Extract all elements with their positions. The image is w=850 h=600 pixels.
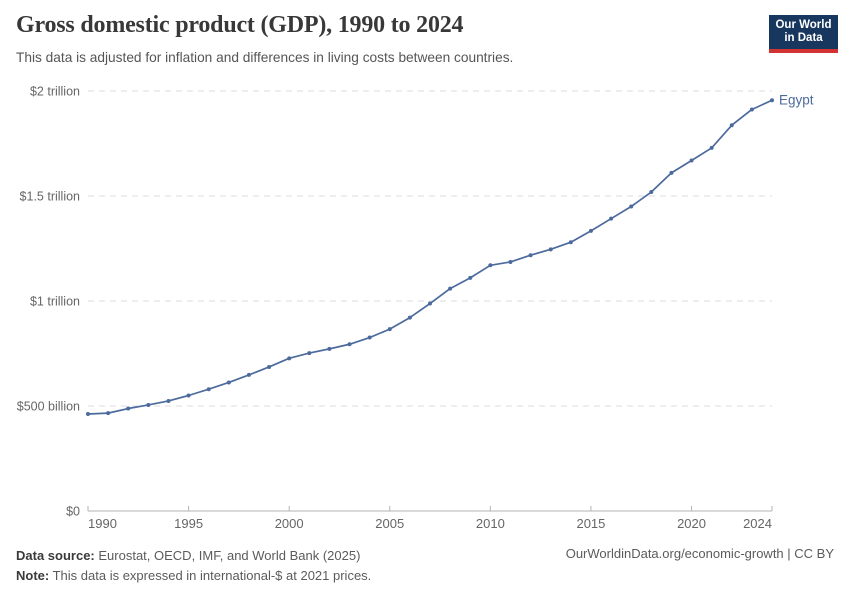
data-point (428, 301, 432, 306)
data-source-text: Eurostat, OECD, IMF, and World Bank (202… (98, 548, 361, 563)
note-label: Note: (16, 568, 50, 583)
gdp-line (87, 99, 773, 415)
data-point (649, 190, 654, 195)
data-point (488, 263, 493, 268)
data-point (689, 158, 694, 163)
footer-notes: Data source: Eurostat, OECD, IMF, and Wo… (16, 546, 371, 586)
data-point (106, 411, 111, 416)
y-tick-label: $2 trillion (30, 85, 80, 99)
data-point (770, 98, 774, 103)
data-point (669, 170, 674, 175)
y-tick-label: $500 billion (17, 400, 80, 414)
x-tick-label: 2020 (677, 516, 706, 531)
note-line: Note: This data is expressed in internat… (16, 566, 371, 586)
y-tick-label: $1.5 trillion (20, 190, 80, 204)
x-tick-label: 1990 (88, 516, 117, 531)
x-tick-label: 2015 (576, 516, 605, 531)
data-source-label: Data source: (16, 548, 95, 563)
data-point (448, 286, 453, 291)
data-point (267, 364, 272, 369)
data-point (548, 247, 553, 252)
data-point (568, 240, 573, 245)
y-tick-label: $1 trillion (30, 295, 80, 309)
series-label-egypt: Egypt (779, 93, 814, 108)
data-point (629, 204, 634, 209)
data-point (508, 259, 513, 264)
data-point (709, 145, 714, 150)
data-point (327, 346, 332, 351)
data-point (246, 372, 251, 377)
owid-logo[interactable]: Our World in Data (769, 15, 838, 53)
data-point (206, 387, 211, 392)
data-point (287, 356, 292, 361)
data-point (166, 398, 171, 403)
data-point (528, 253, 533, 258)
data-point (468, 275, 473, 280)
data-point (307, 351, 312, 356)
data-point (387, 327, 392, 332)
data-point (367, 335, 372, 340)
chart-title: Gross domestic product (GDP), 1990 to 20… (16, 12, 464, 38)
note-text: This data is expressed in international-… (52, 568, 372, 583)
data-point (609, 216, 614, 221)
x-tick-label: 2000 (275, 516, 304, 531)
data-point (86, 411, 90, 416)
chart-subtitle: This data is adjusted for inflation and … (16, 50, 514, 65)
data-point (146, 402, 151, 407)
data-point (186, 393, 191, 398)
y-tick-label: $0 (66, 505, 80, 519)
x-tick-label: 2005 (375, 516, 404, 531)
data-point (407, 315, 412, 320)
data-point (126, 406, 131, 411)
data-point (347, 342, 352, 347)
x-tick-label: 2024 (743, 516, 772, 531)
data-point (226, 380, 231, 385)
x-tick-label: 2010 (476, 516, 505, 531)
owid-logo-line2: in Data (784, 32, 823, 44)
owid-logo-line1: Our World (775, 19, 832, 31)
data-source-line: Data source: Eurostat, OECD, IMF, and Wo… (16, 546, 371, 566)
data-point (749, 107, 754, 112)
data-point (588, 228, 593, 233)
data-point (729, 123, 734, 128)
owid-citation-link[interactable]: OurWorldinData.org/economic-growth | CC … (565, 546, 834, 561)
x-tick-label: 1995 (174, 516, 203, 531)
